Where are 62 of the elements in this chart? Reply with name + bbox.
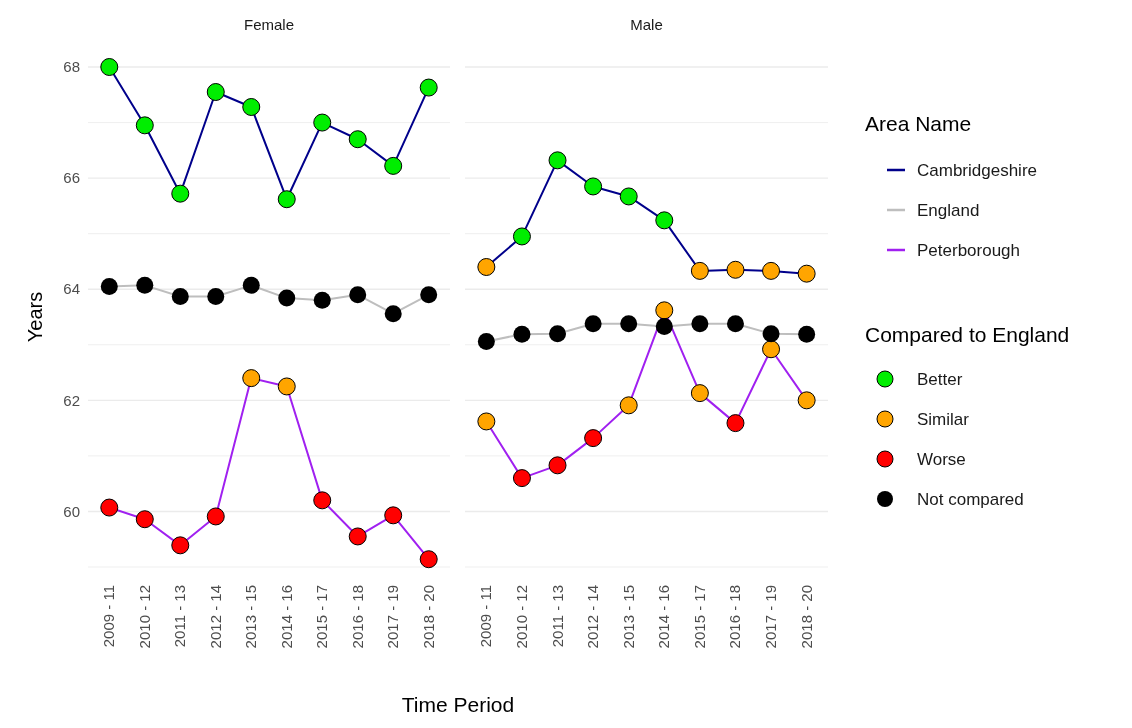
point <box>171 287 189 305</box>
y-tick-label: 66 <box>63 169 80 187</box>
x-tick-label: 2011 - 13 <box>171 585 189 648</box>
legend-label: Similar <box>917 409 970 429</box>
x-tick-label: 2016 - 18 <box>726 585 744 649</box>
legend-label: Better <box>917 369 963 389</box>
point <box>135 510 154 529</box>
legend-label: Cambridgeshire <box>917 160 1037 180</box>
x-tick-label: 2009 - 11 <box>100 585 118 648</box>
x-tick-label: 2010 - 12 <box>135 585 153 649</box>
x-tick-label: 2018 - 20 <box>419 585 437 649</box>
x-tick-label: 2010 - 12 <box>512 585 530 649</box>
point <box>348 130 367 149</box>
point <box>171 536 190 555</box>
point <box>100 58 119 76</box>
legend-label: Peterborough <box>917 240 1021 260</box>
point <box>384 305 402 323</box>
legend-label: England <box>917 200 980 220</box>
point <box>349 286 367 304</box>
point <box>206 507 225 526</box>
point <box>384 156 403 175</box>
y-tick-label: 64 <box>63 280 80 298</box>
point <box>277 190 296 209</box>
point <box>100 277 118 295</box>
point <box>171 184 190 203</box>
point <box>420 286 438 304</box>
x-tick-label: 2018 - 20 <box>797 585 815 649</box>
x-tick-label: 2012 - 14 <box>206 585 224 649</box>
legend-label: Not compared <box>917 489 1024 509</box>
x-tick-label: 2017 - 19 <box>384 585 402 649</box>
point <box>135 116 154 135</box>
y-axis-title: Years <box>24 291 46 343</box>
x-tick-label: 2012 - 14 <box>584 585 602 649</box>
y-tick-label: 68 <box>63 58 80 76</box>
point <box>136 276 154 294</box>
x-tick-label: 2011 - 13 <box>548 585 566 648</box>
point <box>313 113 332 132</box>
x-tick-label: 2015 - 17 <box>690 585 708 649</box>
x-tick-label: 2016 - 18 <box>348 585 366 649</box>
x-tick-label: 2009 - 11 <box>477 585 495 648</box>
chart-title: Male <box>630 16 663 33</box>
x-axis-title: Time Period <box>401 693 515 716</box>
point <box>242 98 261 116</box>
chart-title: Female <box>243 16 295 33</box>
point <box>419 78 438 97</box>
point <box>242 276 260 294</box>
x-tick-label: 2013 - 15 <box>242 585 260 649</box>
x-tick-label: 2017 - 19 <box>762 585 780 649</box>
legend-title: Area Name <box>865 112 972 135</box>
y-tick-label: 60 <box>63 502 80 520</box>
x-tick-label: 2013 - 15 <box>619 585 637 649</box>
point <box>278 289 296 307</box>
y-tick-label: 62 <box>63 391 80 409</box>
point <box>100 498 119 517</box>
legend-label: Worse <box>917 449 966 469</box>
x-tick-label: 2014 - 16 <box>277 585 295 649</box>
point <box>206 83 225 101</box>
point <box>313 291 331 309</box>
x-tick-label: 2014 - 16 <box>655 585 673 649</box>
x-tick-label: 2015 - 17 <box>313 585 331 649</box>
text: Compared to England <box>865 323 1070 346</box>
point <box>207 287 225 305</box>
